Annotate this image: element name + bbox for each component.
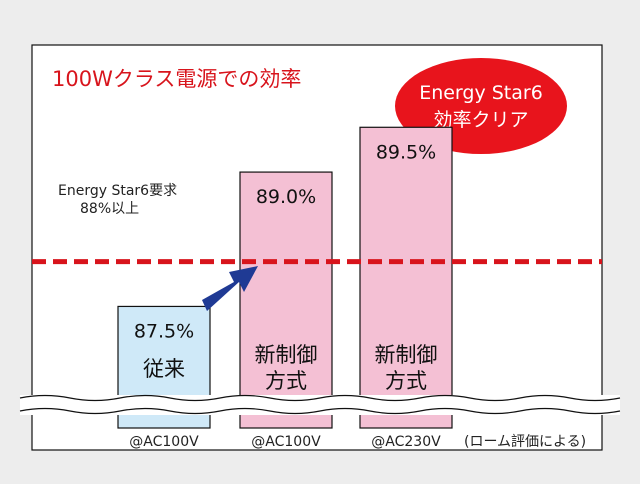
bar-3 bbox=[359, 126, 453, 429]
axis-break-line-top bbox=[19, 394, 621, 402]
badge-line-1: Energy Star6 bbox=[419, 82, 543, 104]
category-label-1: @AC100V bbox=[129, 434, 199, 450]
chart-title: 100Wクラス電源での効率 bbox=[52, 67, 301, 91]
value-label-1: 87.5% bbox=[134, 320, 194, 342]
bar-name-3-2: 方式 bbox=[385, 369, 427, 393]
bar-name-1-1: 従来 bbox=[143, 357, 185, 381]
bar-name-3-1: 新制御 bbox=[375, 343, 438, 367]
category-label-3: @AC230V bbox=[371, 434, 441, 450]
axis-break-line-bottom bbox=[19, 407, 621, 415]
badge-line-2: 効率クリア bbox=[433, 109, 528, 131]
value-label-2: 89.0% bbox=[256, 186, 316, 208]
bar-2 bbox=[239, 171, 333, 429]
value-label-3: 89.5% bbox=[376, 141, 436, 163]
category-label-2: @AC100V bbox=[251, 434, 321, 450]
bar-name-2-1: 新制御 bbox=[255, 343, 318, 367]
bar-name-2-2: 方式 bbox=[265, 369, 307, 393]
axis-break bbox=[19, 394, 621, 415]
axis-break-gap bbox=[20, 395, 620, 415]
threshold-label-line-2: 88%以上 bbox=[80, 201, 139, 217]
threshold-label-line-1: Energy Star6要求 bbox=[58, 183, 177, 199]
trend-arrow bbox=[202, 266, 258, 311]
evaluation-note: (ローム評価による) bbox=[464, 434, 586, 450]
category-labels: @AC100V @AC100V @AC230V bbox=[129, 434, 441, 450]
